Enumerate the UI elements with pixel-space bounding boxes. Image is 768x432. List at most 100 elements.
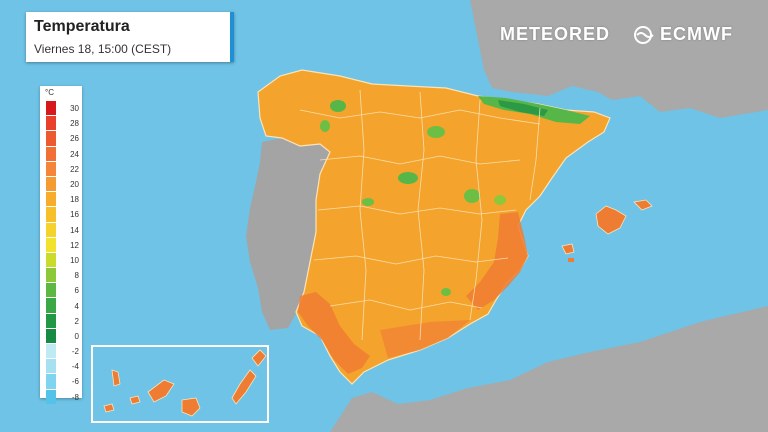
legend-step: 24 <box>46 146 80 162</box>
legend-value: 0 <box>74 331 79 341</box>
legend-swatch <box>46 237 56 252</box>
africa-land <box>330 306 768 432</box>
legend-value: -4 <box>71 362 79 372</box>
legend-value: -6 <box>71 377 79 387</box>
legend-swatch <box>46 313 56 328</box>
legend-value: 12 <box>70 240 79 250</box>
cantabrian-cool-zone-2 <box>320 120 330 132</box>
southwest-warm-zone <box>298 292 370 374</box>
legend-value: 10 <box>70 255 79 265</box>
meteored-logo: METEORED <box>500 24 611 44</box>
cuenca-cool-zone <box>464 189 480 203</box>
legend-swatch <box>46 176 56 192</box>
legend-value: 18 <box>70 195 79 205</box>
legend-swatch <box>46 116 56 131</box>
pyrenees-cold-core <box>498 100 548 116</box>
map-title: Temperatura <box>34 18 130 35</box>
legend-value: 20 <box>70 180 79 190</box>
south-warm-zone <box>380 320 470 358</box>
legend-swatch <box>46 283 56 298</box>
cantabrian-cool-zone <box>330 100 346 112</box>
lanzarote <box>251 349 267 367</box>
legend-swatch <box>46 207 56 222</box>
gran-canaria <box>181 397 201 417</box>
legend-swatch <box>46 161 56 176</box>
legend-value: 30 <box>70 104 79 114</box>
portugal-land <box>246 138 332 330</box>
legend-swatch <box>46 101 56 116</box>
legend-step: -4 <box>46 359 80 374</box>
ecmwf-text: ECMWF <box>660 24 733 44</box>
legend-value: -2 <box>71 347 79 357</box>
legend-value: 16 <box>70 210 79 220</box>
legend-step: 10 <box>46 252 80 268</box>
legend-scale: 30 28 26 24 22 20 18 16 14 12 10 8 6 4 2 0 -2 -4 -6 -8 <box>46 101 80 405</box>
legend-value: 24 <box>70 149 79 159</box>
legend-value: 4 <box>74 301 79 311</box>
legend-step: 18 <box>46 192 80 207</box>
la-palma <box>111 369 121 387</box>
legend-step: 20 <box>46 176 80 192</box>
legend-unit: °C <box>45 88 54 97</box>
legend-value: 8 <box>74 271 79 281</box>
formentera <box>568 258 574 262</box>
legend-value: 26 <box>70 134 79 144</box>
legend-swatch <box>46 344 56 359</box>
legend-step: 0 <box>46 328 80 344</box>
canary-islands-inset-frame <box>91 345 269 423</box>
legend-step: 14 <box>46 222 80 238</box>
legend-swatch <box>46 359 56 374</box>
title-accent-bar <box>230 12 234 62</box>
title-card: Temperatura Viernes 18, 15:00 (CEST) <box>26 12 234 62</box>
tenerife <box>147 379 175 403</box>
legend-step: 28 <box>46 116 80 131</box>
legend-step: 4 <box>46 298 80 313</box>
teruel-cool-zone <box>494 195 506 205</box>
legend-value: 22 <box>70 164 79 174</box>
east-warm-zone <box>466 212 528 310</box>
menorca <box>633 199 653 211</box>
legend-value: 14 <box>70 225 79 235</box>
legend-swatch <box>46 298 56 313</box>
legend-step: 6 <box>46 283 80 298</box>
legend-swatch <box>46 328 56 343</box>
legend-swatch <box>46 146 56 161</box>
legend-step: -2 <box>46 344 80 359</box>
legend-swatch <box>46 252 56 268</box>
legend-swatch <box>46 192 56 207</box>
sierra-nevada-cool-zone <box>441 288 451 296</box>
legend-step: -6 <box>46 374 80 389</box>
legend-step: -8 <box>46 389 80 405</box>
legend-value: 28 <box>70 119 79 129</box>
legend-swatch <box>46 374 56 389</box>
legend-swatch <box>46 131 56 146</box>
legend-step: 22 <box>46 161 80 177</box>
canary-islands <box>103 349 267 417</box>
legend-step: 12 <box>46 237 80 253</box>
central-cool-zone-2 <box>362 198 374 206</box>
legend-swatch <box>46 389 56 404</box>
mallorca <box>595 205 627 235</box>
legend-swatch <box>46 222 56 237</box>
legend-value: -8 <box>71 392 79 402</box>
province-borders <box>299 89 541 341</box>
la-gomera <box>129 395 141 405</box>
central-cool-zone <box>398 172 418 184</box>
legend-step: 8 <box>46 268 80 283</box>
legend-value: 2 <box>74 316 79 326</box>
legend-value: 6 <box>74 286 79 296</box>
el-hierro <box>103 403 115 413</box>
temperature-legend: °C 30 28 26 24 22 20 18 16 14 12 10 8 6 4 2 0 -2 -4 -6 -8 <box>40 86 82 404</box>
ecmwf-wave-icon <box>634 25 654 44</box>
map-subtitle: Viernes 18, 15:00 (CEST) <box>34 42 172 56</box>
legend-step: 30 <box>46 101 80 116</box>
ecmwf-logo: ECMWF <box>634 24 733 45</box>
ibiza <box>561 243 575 255</box>
legend-step: 26 <box>46 131 80 146</box>
iberian-cool-zone <box>427 126 445 138</box>
fuerteventura <box>231 369 257 405</box>
legend-swatch <box>46 268 56 283</box>
france-land <box>470 0 768 118</box>
legend-step: 16 <box>46 207 80 222</box>
